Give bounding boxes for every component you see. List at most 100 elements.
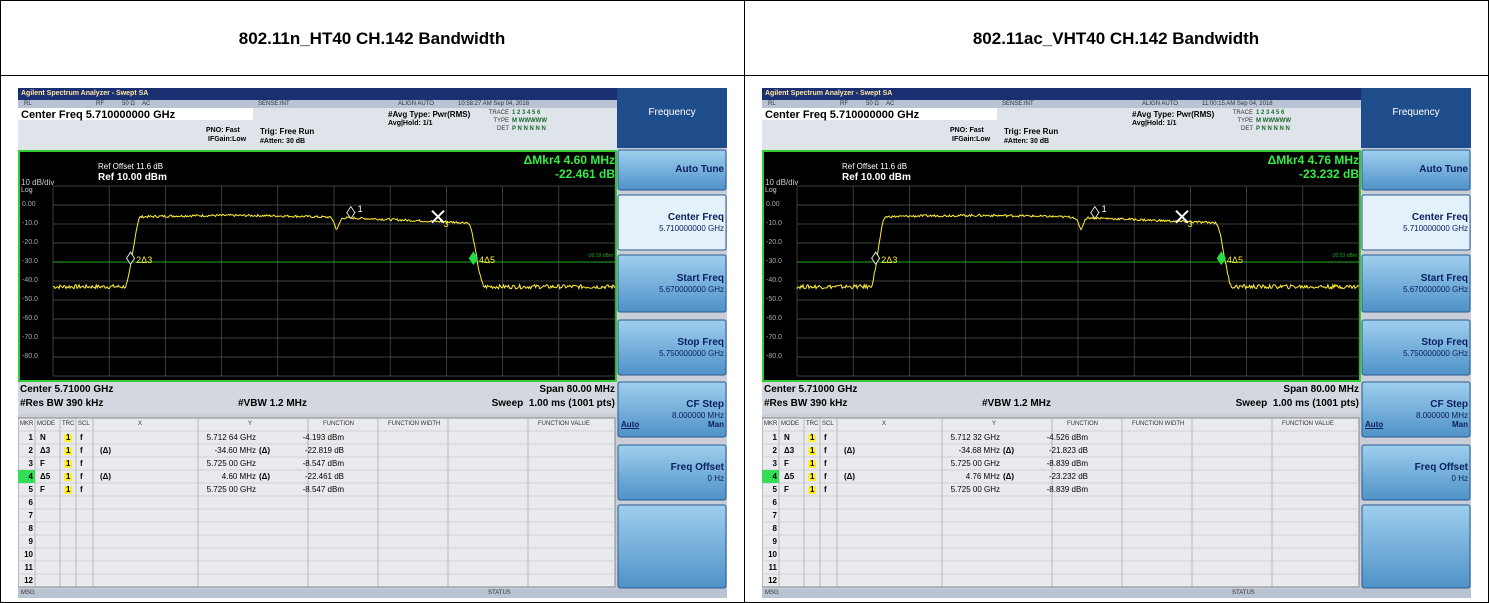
marker-scale: f (824, 485, 827, 494)
button-label: Freq Offset (670, 461, 724, 473)
status-item: RL (24, 101, 32, 107)
menu-button[interactable] (618, 255, 726, 312)
status-item: RF (96, 101, 104, 107)
info-area (762, 382, 1361, 414)
log-label: Log (765, 187, 777, 194)
table-header: FUNCTION (323, 421, 354, 427)
marker-number: 10 (24, 550, 33, 559)
delta-marker-value: -23.232 dB (1298, 167, 1359, 181)
trace-value: P N N N N N (512, 126, 546, 132)
marker-x: 5.712 64 GHz (206, 433, 256, 442)
marker-scale: f (80, 446, 83, 455)
display-line-label: -30.53 dBm (1331, 253, 1357, 259)
y-flag: (Δ) (259, 472, 271, 481)
scale: 10 dB/div (765, 178, 799, 187)
center-freq-box (18, 108, 253, 120)
menu-button[interactable] (618, 195, 726, 250)
marker-y: -8.547 dBm (302, 485, 344, 494)
marker-number: 8 (28, 524, 33, 533)
marker-4 (468, 251, 478, 266)
menu-button[interactable] (1362, 382, 1470, 437)
marker-label: 2Δ3 (881, 255, 898, 265)
menu-button[interactable] (1362, 445, 1470, 500)
menu-button-bg (617, 319, 727, 376)
marker-number: 1 (772, 433, 777, 442)
table-header: SCL (78, 421, 90, 427)
table-header: Y (992, 421, 997, 427)
marker-trace: 1 (64, 472, 73, 481)
marker-number: 11 (768, 563, 777, 572)
title-bar (18, 88, 727, 100)
menu-button[interactable] (1362, 255, 1470, 312)
y-flag: (Δ) (259, 446, 271, 455)
marker-x: 4.76 MHz (965, 472, 1000, 481)
y-flag: (Δ) (1003, 472, 1015, 481)
marker-scale: f (80, 472, 83, 481)
button-value: 5.670000000 GHz (659, 284, 724, 294)
button-value: 5.670000000 GHz (1403, 284, 1468, 294)
menu-button[interactable] (618, 445, 726, 500)
marker-number: 7 (28, 511, 33, 520)
table-header: MKR (764, 421, 778, 427)
y-tick-label: -20.0 (766, 239, 782, 246)
trace (796, 213, 1360, 291)
button-label: CF Step (686, 398, 724, 410)
button-value: 5.750000000 GHz (659, 348, 724, 358)
marker-label: 1 (1101, 203, 1107, 214)
menu-button-bg (1361, 319, 1471, 376)
center-freq: Center Freq 5.710000000 GHz (21, 109, 176, 121)
marker-y: -23.232 dB (1048, 472, 1088, 481)
marker-number: 7 (772, 511, 777, 520)
table-header: FUNCTION WIDTH (388, 421, 441, 427)
marker-mode: F (784, 485, 789, 494)
table-header: MODE (37, 421, 55, 427)
marker-mode: N (40, 433, 46, 442)
marker-trace: 1 (808, 433, 817, 442)
trace-value: 1 2 3 4 5 6 (1256, 110, 1285, 116)
button-label: Center Freq (667, 211, 724, 223)
vbw: #VBW 1.2 MHz (982, 398, 1051, 409)
table-header: TRC (806, 421, 819, 427)
button-option: Man (708, 419, 724, 429)
menu-button-bg (1361, 444, 1471, 501)
marker-x: 5.725 00 GHz (206, 459, 256, 468)
display-line-label: -30.19 dBm (587, 253, 613, 259)
menu-button[interactable] (618, 382, 726, 437)
menu-button-bg (617, 504, 727, 589)
sweep: Sweep 1.00 ms (1001 pts) (1235, 398, 1359, 409)
button-option: Man (1452, 419, 1468, 429)
marker-label: 3 (443, 218, 449, 229)
marker-number: 6 (772, 498, 777, 507)
status: STATUS (488, 590, 511, 596)
marker-number: 6 (28, 498, 33, 507)
marker-number: 12 (768, 576, 777, 585)
trace-label: TRACE (1232, 110, 1253, 116)
pno: PNO: Fast (206, 127, 240, 134)
menu-button[interactable] (1362, 195, 1470, 250)
marker-y: -8.839 dBm (1046, 485, 1088, 494)
trace-label: TYPE (1237, 118, 1253, 124)
y-tick-label: -50.0 (22, 296, 38, 303)
marker-y: -8.839 dBm (1046, 459, 1088, 468)
marker-scale: f (824, 472, 827, 481)
marker-y: -22.461 dB (304, 472, 344, 481)
menu-header (1361, 88, 1471, 148)
marker-scale: f (824, 459, 827, 468)
button-value: 5.710000000 GHz (659, 223, 724, 233)
menu-button[interactable] (618, 320, 726, 375)
status-item: 50 Ω (866, 101, 879, 107)
marker-number: 11 (24, 563, 33, 572)
marker-trace: 1 (64, 459, 73, 468)
info-area (18, 382, 617, 414)
menu-button[interactable] (1362, 320, 1470, 375)
y-tick-label: -80.0 (766, 353, 782, 360)
table-header: X (138, 421, 143, 427)
panel-title: 802.11n_HT40 CH.142 Bandwidth (238, 29, 506, 48)
delta-marker-value: -22.461 dB (554, 167, 615, 181)
status-item: AC (142, 101, 151, 107)
x-flag: (Δ) (100, 446, 112, 455)
marker-number: 10 (768, 550, 777, 559)
trig: Trig: Free Run (260, 127, 315, 136)
trace-value: M WWWWW (1256, 118, 1291, 124)
marker-number: 3 (28, 459, 33, 468)
